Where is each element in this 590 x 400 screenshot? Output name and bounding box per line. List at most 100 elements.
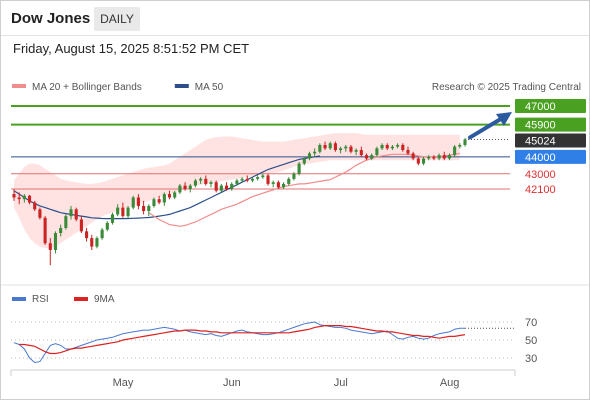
candle-body [219, 185, 223, 191]
candle-body [162, 194, 166, 203]
timeframe-button[interactable]: DAILY [94, 7, 140, 31]
candle-body [328, 143, 332, 149]
candle [453, 144, 457, 157]
candle-body [349, 146, 353, 152]
candle [64, 214, 68, 230]
candle-body [214, 182, 218, 191]
candle-body [142, 205, 146, 212]
candle [354, 148, 358, 156]
candle-body [235, 180, 239, 184]
candle-body [250, 178, 255, 181]
rsi-legend: RSI 9MA [12, 294, 115, 305]
candle-body [370, 155, 374, 159]
candle [401, 143, 405, 152]
candle-body [147, 205, 151, 212]
candle [370, 153, 374, 161]
candle [157, 195, 161, 205]
candle-body [79, 219, 83, 232]
level-label-45024: 45024 [525, 135, 556, 147]
candle [116, 204, 120, 217]
candle-body [396, 144, 400, 147]
candle [147, 204, 151, 217]
candle-body [411, 153, 415, 159]
main-legend: MA 20 + Bollinger Bands MA 50 [12, 82, 224, 93]
candle [266, 173, 270, 186]
candle-body [427, 156, 431, 159]
candle [105, 221, 109, 232]
candle-body [38, 209, 42, 218]
candle [188, 183, 192, 193]
instrument-title: Dow Jones [11, 10, 91, 27]
rsi-line [13, 321, 465, 364]
candle-body [121, 207, 125, 217]
candle [95, 236, 99, 249]
level-label-bg-45024 [515, 133, 586, 148]
rsi-tick-30: 30 [525, 353, 537, 365]
candle [282, 182, 286, 189]
chart-header: Dow Jones DAILY [1, 1, 589, 36]
candle [199, 177, 203, 184]
candle [204, 175, 208, 186]
rsi-legend-label-0: RSI [32, 294, 49, 305]
candle [79, 216, 83, 234]
candle-body [266, 175, 270, 184]
candle [323, 141, 327, 151]
candle [292, 172, 296, 181]
candle-body [131, 197, 135, 208]
candle [328, 141, 332, 151]
candle-body [183, 185, 187, 189]
candle [297, 161, 301, 176]
candle [85, 227, 89, 242]
candle-body [224, 185, 229, 189]
candle-body [437, 155, 441, 159]
candle-body [276, 182, 280, 188]
rsi-legend-label-1: 9MA [94, 294, 115, 305]
level-label-bg-44000 [515, 149, 586, 164]
bollinger-band-area [14, 133, 460, 249]
x-tick-Aug: Aug [440, 377, 460, 389]
candle [396, 143, 400, 149]
candle-body [100, 229, 104, 239]
candle-body [447, 155, 452, 159]
legend-swatch-0 [12, 84, 26, 88]
candle-body [230, 183, 234, 189]
candle [442, 151, 446, 161]
x-axis: May Jun Jul Aug [10, 369, 516, 389]
candle [214, 180, 218, 193]
candle [416, 156, 420, 166]
candle-body [90, 238, 94, 247]
candle [390, 144, 394, 151]
candle [12, 189, 16, 201]
candle [437, 153, 441, 161]
candle-body [33, 202, 37, 210]
candle-body [344, 146, 348, 149]
candle [48, 238, 52, 266]
candle [126, 205, 130, 218]
candle-body [136, 197, 140, 206]
candle-body [105, 222, 109, 230]
candle [224, 182, 229, 191]
candle [349, 144, 353, 154]
rsi-legend-swatch-1 [74, 297, 88, 301]
candle-body [458, 144, 462, 147]
candle-body [318, 144, 322, 152]
candle-body [188, 185, 192, 189]
candle-body [297, 163, 301, 174]
candle [307, 151, 312, 161]
candle [427, 155, 431, 161]
candle [256, 175, 260, 181]
candle-body [292, 173, 296, 179]
candle [193, 178, 197, 188]
candle [364, 153, 369, 161]
candle [411, 151, 415, 161]
candle-body [307, 153, 312, 159]
candle [27, 194, 32, 205]
candle [432, 155, 436, 161]
candle [219, 183, 223, 193]
candle-body [173, 192, 177, 198]
candle-body [245, 178, 249, 181]
candle [178, 183, 182, 195]
candle [43, 216, 47, 245]
projection-arrow [468, 112, 512, 140]
level-label-45900: 45900 [525, 120, 556, 132]
